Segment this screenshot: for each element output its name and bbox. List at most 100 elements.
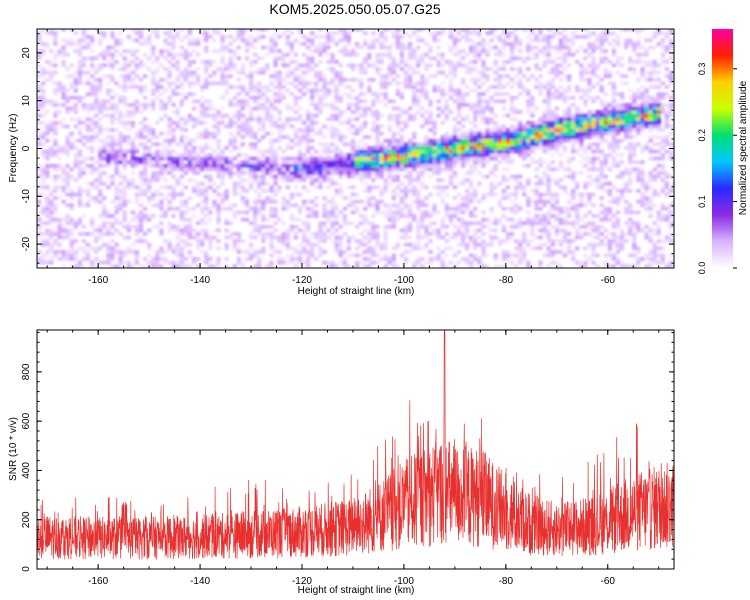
heatmap-cell: [159, 232, 164, 236]
heatmap-cell: [318, 88, 323, 93]
heatmap-cell: [424, 121, 429, 125]
heatmap-cell: [179, 99, 184, 104]
heatmap-cell: [143, 42, 148, 46]
heatmap-cell: [554, 228, 559, 233]
heatmap-cell: [359, 85, 364, 89]
heatmap-cell: [171, 110, 176, 114]
heatmap-cell: [45, 203, 50, 208]
heatmap-cell: [571, 250, 576, 254]
heatmap-cell: [94, 228, 99, 233]
heatmap-cell: [297, 167, 303, 172]
heatmap-cell: [481, 192, 486, 197]
heatmap-cell: [98, 31, 103, 35]
heatmap-cell: [469, 138, 474, 143]
heatmap-cell: [497, 92, 502, 96]
heatmap-cell: [326, 45, 331, 50]
heatmap-cell: [505, 31, 510, 35]
heatmap-cell: [179, 260, 184, 265]
heatmap-cell: [171, 88, 176, 93]
heatmap-cell: [322, 124, 327, 129]
heatmap-cell: [69, 85, 74, 89]
heatmap-cell: [534, 131, 539, 136]
heatmap-cell: [355, 156, 360, 161]
heatmap-cell: [118, 110, 123, 114]
heatmap-cell: [196, 203, 201, 208]
heatmap-cell: [497, 81, 502, 86]
heatmap-cell: [110, 232, 115, 236]
heatmap-cell: [379, 199, 384, 204]
heatmap-cell: [249, 246, 254, 251]
heatmap-cell: [310, 92, 315, 96]
heatmap-cell: [232, 181, 237, 186]
heatmap-cell: [167, 167, 172, 172]
heatmap-cell: [420, 78, 425, 82]
heatmap-cell: [265, 99, 270, 104]
heatmap-cell: [554, 95, 559, 100]
heatmap-cell: [90, 171, 95, 175]
heatmap-cell: [167, 81, 172, 86]
heatmap-cell: [69, 117, 74, 121]
heatmap-cell: [359, 171, 364, 175]
heatmap-cell: [477, 70, 482, 75]
heatmap-cell: [469, 260, 474, 265]
heatmap-cell: [179, 128, 184, 132]
heatmap-cell: [81, 95, 86, 100]
heatmap-cell: [281, 135, 286, 139]
heatmap-cell: [41, 149, 46, 154]
heatmap-cell: [318, 29, 323, 32]
heatmap-cell: [355, 103, 360, 107]
heatmap-cell: [558, 42, 563, 46]
heatmap-cell: [314, 74, 319, 78]
heatmap-cell: [151, 225, 156, 229]
heatmap-cell: [216, 81, 221, 86]
heatmap-cell: [269, 35, 274, 39]
heatmap-cell: [240, 210, 245, 215]
heatmap-cell: [326, 35, 331, 39]
heatmap-cell: [603, 92, 608, 96]
heatmap-cell: [138, 29, 144, 32]
heatmap-cell: [509, 124, 515, 129]
heatmap-cell: [383, 210, 388, 215]
heatmap-cell: [306, 63, 311, 68]
heatmap-cell: [102, 49, 107, 53]
heatmap-cell: [77, 171, 82, 175]
heatmap-cell: [37, 63, 42, 68]
heatmap-cell: [383, 156, 388, 161]
heatmap-cell: [346, 164, 351, 168]
heatmap-cell: [607, 167, 612, 172]
heatmap-cell: [167, 131, 172, 136]
heatmap-cell: [134, 257, 139, 261]
heatmap-cell: [465, 146, 470, 150]
heatmap-cell: [456, 60, 462, 64]
heatmap-cell: [611, 95, 616, 100]
heatmap-cell: [428, 257, 433, 261]
heatmap-cell: [45, 78, 50, 82]
heatmap-cell: [363, 257, 368, 261]
heatmap-cell: [289, 74, 294, 78]
heatmap-cell: [61, 250, 66, 254]
heatmap-cell: [412, 160, 417, 164]
heatmap-cell: [65, 142, 70, 147]
heatmap-cell: [249, 156, 254, 161]
heatmap-cell: [501, 128, 506, 132]
heatmap-cell: [395, 29, 400, 32]
heatmap-cell: [204, 160, 209, 164]
heatmap-cell: [505, 192, 510, 197]
heatmap-cell: [90, 74, 95, 78]
heatmap-cell: [306, 253, 311, 258]
heatmap-cell: [571, 225, 576, 229]
heatmap-cell: [208, 81, 213, 86]
heatmap-cell: [562, 60, 568, 64]
heatmap-cell: [338, 99, 343, 104]
heatmap-cell: [228, 56, 233, 61]
heatmap-cell: [143, 171, 148, 175]
heatmap-cell: [334, 203, 339, 208]
heatmap-cell: [322, 235, 327, 240]
heatmap-cell: [244, 99, 250, 104]
heatmap-cell: [138, 225, 144, 229]
heatmap-cell: [403, 225, 409, 229]
heatmap-cell: [461, 203, 466, 208]
heatmap-cell: [171, 196, 176, 200]
heatmap-cell: [322, 81, 327, 86]
heatmap-cell: [436, 232, 441, 236]
